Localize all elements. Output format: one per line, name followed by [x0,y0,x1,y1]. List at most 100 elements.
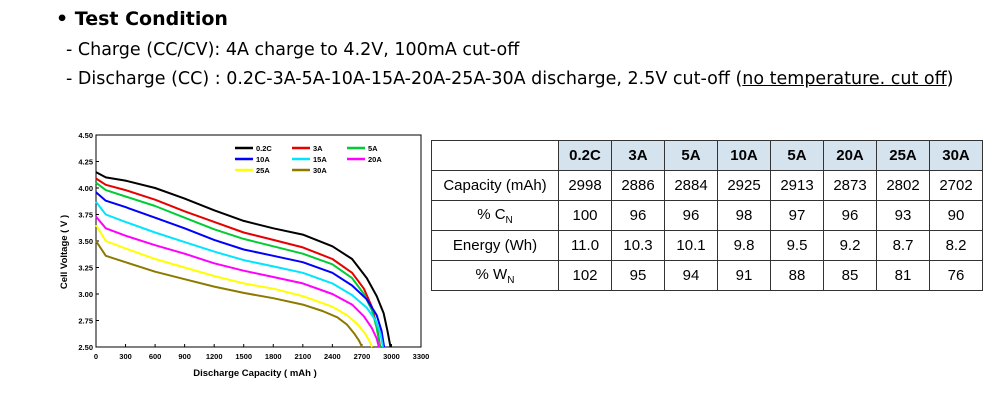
table-corner-cell [431,140,559,171]
y-tick-label: 3.00 [78,290,93,299]
table-body: Capacity (mAh) 2998 2886 2884 2925 2913 2873 28… [431,170,983,291]
series-line-10a [95,191,386,348]
row-label-text: Capacity (mAh) [443,177,547,194]
table-cell: 90 [929,200,983,231]
x-tick-label: 0 [94,352,98,361]
table-cell: 2884 [664,170,718,201]
legend-label: 30A [313,166,327,175]
x-tick-label: 300 [119,352,132,361]
y-tick-label: 3.50 [78,237,93,246]
y-tick-label: 4.25 [78,158,93,167]
table-column-header: 20A [823,140,877,171]
table-cell: 97 [770,200,824,231]
table-row: Capacity (mAh) 2998 2886 2884 2925 2913 2873 28… [431,170,983,201]
table-cell: 9.5 [770,230,824,261]
series-line-0-2c [95,171,392,348]
row-label-text: % W [475,265,508,283]
table-cell: 10.1 [664,230,718,261]
table-cell: 91 [717,260,771,291]
row-label-text: % C [477,205,506,223]
legend-label: 10A [256,155,270,164]
table-cell: 2925 [717,170,771,201]
axis-ticks: 0 300 600 900 1200 1500 1800 2100 2400 2700 3000 33… [78,131,429,361]
x-tick-label: 1500 [235,352,252,361]
table-row: Energy (Wh) 11.0 10.3 10.1 9.8 9.5 9.2 8.7 8.2 [431,230,983,261]
table-cell: 2886 [611,170,665,201]
table-cell: 8.7 [876,230,930,261]
capacity-table: 0.2C 3A 5A 10A 5A 20A 25A 30A Capacity (mAh) 299… [431,140,983,291]
y-tick-label: 4.00 [78,184,93,193]
table-column-header: 3A [611,140,665,171]
charge-condition: - Charge (CC/CV): 4A charge to 4.2V, 100… [66,40,520,60]
section-title: Test Condition [74,8,228,30]
table-column-header: 25A [876,140,930,171]
table-header-row: 0.2C 3A 5A 10A 5A 20A 25A 30A [431,140,983,171]
discharge-condition: - Discharge (CC) : 0.2C-3A-5A-10A-15A-20… [66,69,954,89]
x-tick-label: 2700 [354,352,371,361]
x-tick-label: 900 [178,352,191,361]
table-row-label: Energy (Wh) [431,230,559,261]
legend-label: 20A [368,155,382,164]
x-tick-label: 3000 [383,352,400,361]
table-cell: 96 [664,200,718,231]
table-cell: 96 [823,200,877,231]
discharge-condition-note: no temperature. cut off [742,69,947,89]
table-cell: 8.2 [929,230,983,261]
table-cell: 96 [611,200,665,231]
series-line-20a [95,215,380,348]
x-tick-label: 2100 [294,352,311,361]
x-tick-label: 2400 [324,352,341,361]
table-cell: 93 [876,200,930,231]
series-line-30a [95,240,363,348]
y-tick-label: 3.75 [78,211,93,220]
table-cell: 9.2 [823,230,877,261]
table-column-header: 10A [717,140,771,171]
table-cell: 2873 [823,170,877,201]
x-tick-label: 1200 [206,352,223,361]
table-cell: 81 [876,260,930,291]
chart-series [95,171,392,348]
legend-label: 3A [313,144,323,153]
table-cell: 2802 [876,170,930,201]
table-cell: 11.0 [558,230,612,261]
y-tick-label: 3.25 [78,264,93,273]
table-row-label: % CN [431,200,559,231]
x-axis-label: Discharge Capacity ( mAh ) [193,368,317,379]
series-line-15a [95,201,384,348]
y-axis-label: Cell Voltage ( V ) [59,215,70,289]
x-tick-label: 1800 [265,352,282,361]
row-label-text: Energy (Wh) [452,237,538,254]
table-column-header: 5A [770,140,824,171]
table-row-label: % WN [431,260,559,291]
table-cell: 94 [664,260,718,291]
table-row-label: Capacity (mAh) [431,170,559,201]
row-label-subscript: N [507,274,515,286]
table-cell: 88 [770,260,824,291]
table-cell: 76 [929,260,983,291]
x-tick-label: 3300 [413,352,430,361]
series-line-25a [95,224,373,348]
y-tick-label: 2.75 [78,317,93,326]
discharge-condition-close: ) [946,69,954,89]
table-row: % WN 102 95 94 91 88 85 81 76 [431,260,983,291]
table-column-header: 5A [664,140,718,171]
table-cell: 10.3 [611,230,665,261]
table-cell: 2913 [770,170,824,201]
table-column-header: 0.2C [558,140,612,171]
table-cell: 100 [558,200,612,231]
discharge-curve-chart: 0 300 600 900 1200 1500 1800 2100 2400 2700 3000 33… [59,131,429,379]
table-cell: 85 [823,260,877,291]
y-tick-label: 4.50 [78,131,93,140]
table-cell: 102 [558,260,612,291]
plot-frame [95,134,422,348]
series-line-3a [95,177,382,348]
table-cell: 9.8 [717,230,771,261]
section-heading: • Test Condition [56,8,228,30]
chart-legend: 0.2C 3A 5A 10A 15A 20A 25A 30A [235,144,382,175]
table-cell: 2998 [558,170,612,201]
table-cell: 95 [611,260,665,291]
legend-label: 0.2C [256,144,272,153]
table-cell: 98 [717,200,771,231]
discharge-condition-text: - Discharge (CC) : 0.2C-3A-5A-10A-15A-20… [66,69,743,89]
legend-label: 25A [256,166,270,175]
